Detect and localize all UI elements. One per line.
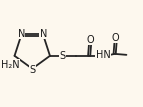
Text: S: S (29, 65, 35, 75)
Text: N: N (39, 29, 47, 39)
Text: O: O (112, 33, 119, 43)
Text: HN: HN (96, 50, 110, 60)
Text: H₂N: H₂N (1, 60, 20, 70)
Text: S: S (60, 51, 66, 61)
Text: N: N (18, 29, 25, 39)
Text: O: O (86, 35, 94, 45)
